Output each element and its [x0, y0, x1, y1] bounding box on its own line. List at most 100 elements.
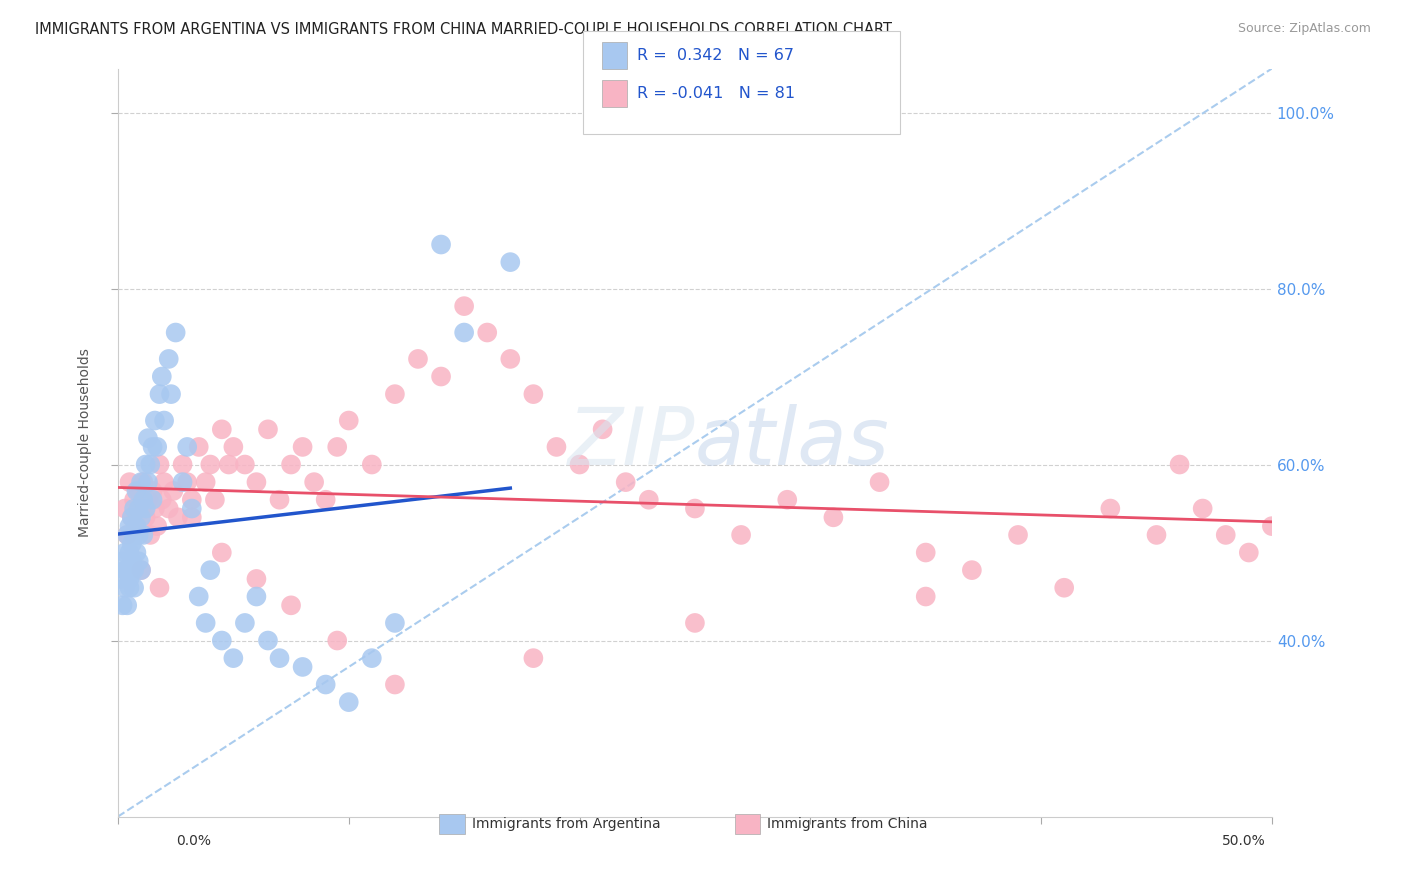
Point — [823, 510, 845, 524]
Point — [167, 510, 190, 524]
Text: 0.0%: 0.0% — [176, 834, 211, 848]
Point — [430, 237, 453, 252]
Point — [128, 528, 150, 542]
Point — [115, 528, 138, 542]
Point — [114, 501, 136, 516]
Point — [114, 581, 136, 595]
Point — [122, 528, 145, 542]
Point — [1168, 458, 1191, 472]
Point — [180, 501, 202, 516]
Point — [180, 510, 202, 524]
Text: 50.0%: 50.0% — [1222, 834, 1265, 848]
Point — [384, 615, 406, 630]
Point — [148, 581, 170, 595]
Point — [176, 475, 198, 490]
Point — [245, 475, 267, 490]
Point — [146, 440, 169, 454]
Point — [142, 483, 165, 498]
Point — [129, 563, 152, 577]
Point — [132, 475, 155, 490]
Point — [172, 475, 194, 490]
Point — [128, 554, 150, 568]
Point — [172, 458, 194, 472]
Point — [160, 387, 183, 401]
Point — [453, 299, 475, 313]
Point — [477, 326, 499, 340]
Text: Immigrants from Argentina: Immigrants from Argentina — [471, 817, 661, 831]
Point — [269, 651, 291, 665]
Point — [384, 387, 406, 401]
Point — [115, 563, 138, 577]
Point — [222, 440, 245, 454]
Point — [111, 599, 134, 613]
Point — [245, 590, 267, 604]
Point — [118, 581, 141, 595]
Point — [118, 572, 141, 586]
Point — [1007, 528, 1029, 542]
Point — [157, 351, 180, 366]
Point — [683, 501, 706, 516]
Point — [150, 369, 173, 384]
Point — [143, 501, 166, 516]
Point — [1215, 528, 1237, 542]
Point — [114, 545, 136, 559]
Point — [180, 492, 202, 507]
Point — [257, 633, 280, 648]
Point — [269, 492, 291, 507]
Point — [115, 599, 138, 613]
Point — [136, 431, 159, 445]
Point — [211, 545, 233, 559]
Point — [122, 501, 145, 516]
Text: Source: ZipAtlas.com: Source: ZipAtlas.com — [1237, 22, 1371, 36]
Point — [337, 413, 360, 427]
Point — [522, 387, 544, 401]
Point — [200, 458, 222, 472]
Point — [139, 528, 162, 542]
Point — [499, 351, 522, 366]
Text: R =  0.342   N = 67: R = 0.342 N = 67 — [637, 48, 794, 62]
Point — [568, 458, 591, 472]
Point — [683, 615, 706, 630]
Point — [360, 458, 382, 472]
Point — [135, 501, 157, 516]
Point — [637, 492, 659, 507]
Point — [315, 677, 337, 691]
Point — [162, 483, 184, 498]
Point — [592, 422, 614, 436]
Point — [129, 510, 152, 524]
Point — [143, 413, 166, 427]
Point — [122, 492, 145, 507]
Point — [121, 563, 143, 577]
Point — [187, 590, 209, 604]
Point — [499, 255, 522, 269]
Point — [132, 528, 155, 542]
Text: R = -0.041   N = 81: R = -0.041 N = 81 — [637, 87, 794, 101]
Point — [135, 510, 157, 524]
Point — [245, 572, 267, 586]
Point — [187, 440, 209, 454]
Point — [135, 458, 157, 472]
Point — [125, 545, 148, 559]
Point — [128, 483, 150, 498]
Point — [136, 492, 159, 507]
Text: Immigrants from China: Immigrants from China — [768, 817, 928, 831]
Point — [1053, 581, 1076, 595]
Point — [153, 475, 176, 490]
Point — [360, 651, 382, 665]
Point — [148, 458, 170, 472]
Point — [280, 458, 302, 472]
Point — [546, 440, 568, 454]
Text: ZIP: ZIP — [568, 403, 695, 482]
Point — [115, 528, 138, 542]
Point — [200, 563, 222, 577]
Point — [110, 572, 132, 586]
Point — [148, 387, 170, 401]
Point — [129, 475, 152, 490]
Point — [614, 475, 637, 490]
Point — [139, 458, 162, 472]
Point — [257, 422, 280, 436]
Point — [302, 475, 325, 490]
Point — [165, 326, 187, 340]
Point — [153, 413, 176, 427]
Point — [211, 633, 233, 648]
